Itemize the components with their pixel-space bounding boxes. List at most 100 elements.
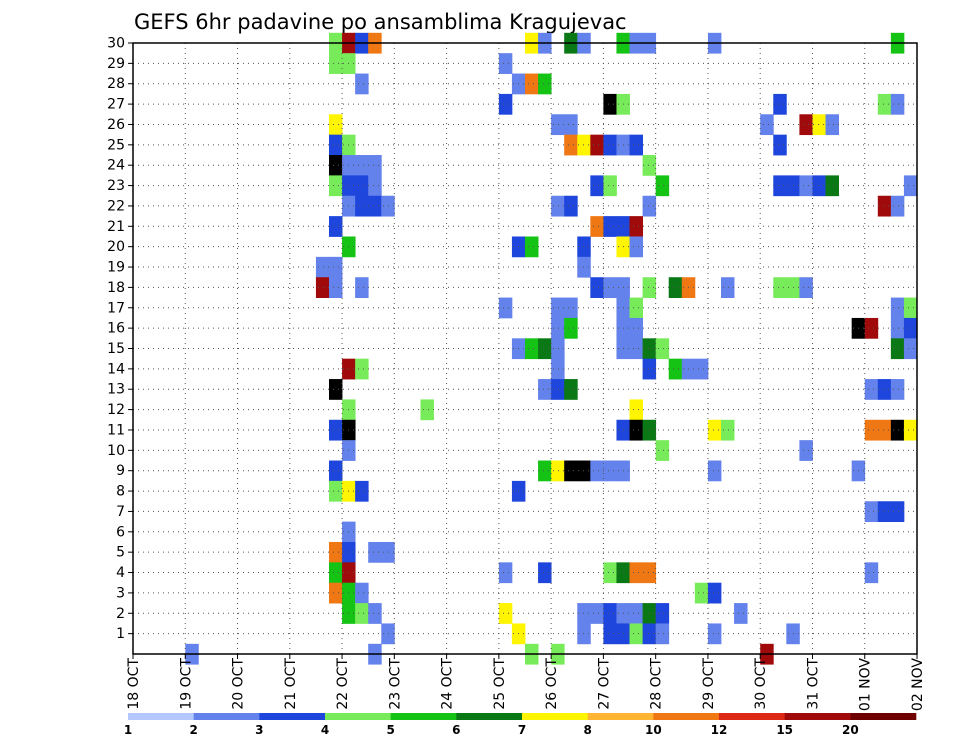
- x-tick-label: 25 OCT: [492, 658, 508, 710]
- heatmap-cell: [329, 379, 343, 400]
- colorbar-label: 6: [452, 723, 460, 737]
- x-tick-label: 28 OCT: [649, 658, 665, 710]
- heatmap-cell: [564, 317, 578, 339]
- heatmap-cell: [642, 603, 657, 624]
- heatmap-cell: [773, 277, 787, 298]
- heatmap-cell: [877, 195, 892, 217]
- heatmap-cell: [655, 338, 670, 360]
- heatmap-cell: [329, 480, 343, 502]
- heatmap-cell: [498, 297, 513, 319]
- heatmap-cell: [629, 134, 643, 156]
- y-tick-label: 6: [116, 524, 125, 540]
- heatmap-cell: [538, 73, 552, 95]
- heatmap-cell: [629, 562, 643, 584]
- heatmap-cell: [629, 399, 643, 421]
- colorbar-label: 1: [124, 723, 132, 737]
- heatmap-cell: [903, 338, 918, 360]
- heatmap-cell: [329, 114, 343, 136]
- heatmap-cell: [355, 358, 369, 380]
- heatmap-cell: [329, 134, 343, 156]
- heatmap-cell: [799, 175, 813, 197]
- heatmap-cell: [903, 419, 918, 441]
- y-tick-label: 19: [107, 260, 125, 276]
- heatmap-cell: [564, 114, 578, 136]
- x-tick-label: 29 OCT: [701, 658, 717, 710]
- y-tick-label: 3: [116, 585, 125, 601]
- heatmap-cell: [551, 379, 565, 400]
- y-tick-label: 22: [107, 198, 125, 214]
- colorbar-label: 12: [711, 723, 728, 737]
- y-tick-label: 18: [107, 280, 125, 296]
- heatmap-cell: [329, 460, 343, 482]
- heatmap-cell: [603, 216, 617, 237]
- colorbar-label: 8: [583, 723, 591, 737]
- heatmap-cell: [603, 603, 617, 624]
- heatmap-cell: [655, 440, 670, 461]
- y-tick-label: 20: [107, 239, 125, 255]
- heatmap-cell: [329, 216, 343, 237]
- heatmap-cell: [551, 317, 565, 339]
- heatmap-cell: [551, 460, 565, 482]
- colorbar-swatch: [850, 713, 917, 720]
- heatmap-cell: [864, 562, 879, 584]
- heatmap-cell: [498, 53, 513, 74]
- heatmap-cell: [538, 379, 552, 400]
- heatmap-cell: [525, 236, 539, 258]
- heatmap-cell: [603, 277, 617, 298]
- heatmap-cell: [864, 317, 879, 339]
- colorbar-swatch: [193, 713, 260, 720]
- y-tick-label: 21: [107, 219, 125, 235]
- colorbar-swatch: [719, 713, 785, 720]
- colorbar-swatch: [456, 713, 523, 720]
- heatmap-cell: [773, 93, 787, 115]
- heatmap-cell: [355, 603, 369, 624]
- heatmap-cell: [668, 277, 683, 298]
- colorbar-swatch: [259, 713, 326, 720]
- x-tick-label: 23 OCT: [387, 658, 403, 710]
- x-tick-label: 27 OCT: [596, 658, 612, 710]
- heatmap-cell: [642, 277, 657, 298]
- colorbar-swatch: [325, 713, 391, 720]
- x-tick-label: 18 OCT: [126, 658, 142, 710]
- heatmap-cell: [355, 277, 369, 298]
- heatmap-cell: [773, 134, 787, 156]
- heatmap-cell: [368, 155, 382, 176]
- heatmap-cell: [864, 501, 879, 523]
- heatmap-cell: [355, 195, 369, 217]
- heatmap-cell: [315, 256, 330, 278]
- heatmap-cell: [603, 134, 617, 156]
- y-tick-label: 24: [107, 158, 125, 174]
- y-tick-label: 26: [107, 117, 125, 133]
- heatmap-cell: [590, 216, 604, 237]
- colorbar: 1 2 3 4 5 6 7 8 10 12 15 20: [124, 713, 917, 737]
- heatmap-cell: [903, 297, 918, 319]
- heatmap-cell: [825, 114, 839, 136]
- heatmap-cell: [551, 114, 565, 136]
- heatmap-cell: [903, 317, 918, 339]
- heatmap-cell: [577, 134, 591, 156]
- heatmap-cell: [329, 256, 343, 278]
- heatmap-cell: [329, 582, 343, 604]
- x-tick-label: 02 NOV: [910, 658, 926, 712]
- heatmap-cell: [329, 562, 343, 584]
- heatmap-cell: [603, 175, 617, 197]
- y-tick-label: 2: [116, 606, 125, 622]
- y-tick-label: 11: [107, 422, 125, 438]
- x-tick-label: 26 OCT: [544, 658, 560, 710]
- heatmap-cell: [642, 195, 657, 217]
- heatmap-cell: [707, 623, 722, 645]
- heatmap-cell: [498, 603, 513, 624]
- heatmap-cell: [577, 603, 591, 624]
- heatmap-cell: [603, 562, 617, 584]
- chart-title: GEFS 6hr padavine po ansamblima Kragujev…: [134, 10, 627, 34]
- colorbar-swatch: [522, 713, 588, 720]
- colorbar-label: 4: [321, 723, 329, 737]
- heatmap-cell: [629, 623, 643, 645]
- heatmap-cells: [185, 32, 918, 665]
- heatmap-cell: [551, 195, 565, 217]
- heatmap-cell: [525, 338, 539, 360]
- grid-lines: [133, 43, 917, 654]
- heatmap-cell: [368, 541, 382, 563]
- heatmap-cell: [734, 603, 748, 624]
